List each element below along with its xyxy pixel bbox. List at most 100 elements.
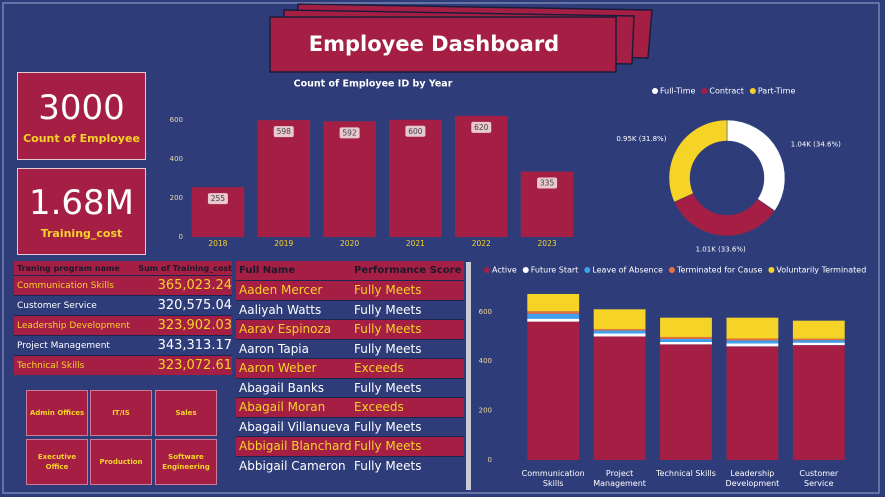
filter-button[interactable]: Software Engineering [155, 439, 217, 485]
bar-segment [660, 344, 712, 460]
bar-segment [726, 338, 779, 341]
data-label: 0.95K (31.8%) [616, 135, 666, 143]
table-row: Abagail Banks Fully Meets [236, 377, 464, 397]
x-tick-label: 2022 [472, 239, 491, 248]
legend-label: Leave of Absence [592, 266, 663, 275]
full-name: Aaron Weber [239, 361, 317, 376]
column-header: Traning program name [17, 263, 120, 273]
full-name: Aaron Tapia [239, 341, 309, 356]
legend-swatch [584, 267, 591, 273]
banner [269, 16, 617, 73]
bar-segment [527, 293, 580, 312]
data-label-bg [339, 127, 360, 139]
donut-slice [668, 119, 728, 203]
x-tick-label: Project Management [593, 469, 646, 488]
bar [454, 115, 508, 237]
legend-swatch [652, 88, 658, 94]
legend-label: Voluntarily Terminated [776, 266, 866, 275]
legend-swatch [701, 88, 708, 94]
bar-segment [593, 329, 646, 331]
filter-button[interactable]: IT/IS [90, 390, 152, 436]
filter-button[interactable]: Production [90, 439, 152, 485]
legend-swatch [522, 267, 529, 273]
table-header: Traning program name Sum of Training_cost [14, 261, 232, 275]
filter-button[interactable]: Executive Office [26, 439, 88, 485]
bar-segment [527, 311, 580, 314]
table-row: Communication Skills 365,023.24 [14, 275, 232, 295]
y-tick-label: 400 [479, 357, 492, 365]
legend-label: Part-Time [758, 87, 796, 96]
legend-label: Full-Time [660, 87, 695, 96]
table-row: Abbigail Blanchard Fully Meets [236, 436, 464, 456]
data-label: 600 [408, 127, 423, 136]
kpi-value: 1.68M [28, 183, 135, 223]
table-row: Aaron Tapia Fully Meets [236, 338, 464, 358]
full-name: Abagail Villanueva [239, 419, 350, 434]
bar-segment [660, 317, 712, 337]
x-tick-label: 2020 [340, 239, 359, 248]
bar-segment [593, 333, 646, 337]
legend-label: Active [492, 266, 517, 275]
x-tick-label: Customer Service [799, 469, 839, 488]
data-label: 620 [474, 123, 489, 132]
table-row: Leadership Development 323,902.03 [14, 315, 232, 335]
program-name: Technical Skills [17, 360, 85, 371]
table-row: Customer Service 320,575.04 [14, 295, 232, 315]
data-label: 1.01K (33.6%) [696, 246, 746, 254]
legend-swatch [768, 267, 775, 273]
bar [389, 119, 442, 237]
x-tick-label: Leadership Development [725, 469, 780, 488]
legend-label: Terminated for Cause [676, 266, 763, 275]
program-name: Leadership Development [17, 320, 130, 331]
legend-swatch [749, 88, 756, 94]
bar-segment [660, 336, 712, 339]
y-tick-label: 0 [488, 456, 492, 464]
table-row: Abagail Moran Exceeds [236, 397, 464, 417]
scrollbar[interactable] [466, 262, 471, 490]
kpi-card: 3000 Count of Employee [17, 72, 146, 160]
filter-button[interactable]: Admin Offices [26, 390, 88, 436]
training-cost: 323,902.03 [157, 318, 232, 333]
data-label: 598 [277, 127, 292, 136]
program-name: Communication Skills [17, 280, 114, 291]
training-cost: 320,575.04 [157, 298, 232, 313]
filter-button[interactable]: Sales [155, 390, 217, 436]
bar-segment [792, 345, 845, 460]
bar-segment [593, 336, 646, 460]
full-name: Abbigail Blanchard [239, 439, 352, 454]
y-tick-label: 600 [170, 116, 183, 124]
performance-score: Fully Meets [354, 302, 422, 317]
table-row: Aaliyah Watts Fully Meets [236, 299, 464, 319]
chart-title: Count of Employee ID by Year [294, 79, 453, 90]
performance-score: Exceeds [354, 400, 404, 415]
x-tick-label: Communication Skills [521, 469, 585, 488]
bar-segment [660, 338, 712, 342]
performance-score: Fully Meets [354, 322, 422, 337]
x-tick-label: 2019 [274, 239, 293, 248]
full-name: Abagail Moran [239, 400, 326, 415]
bar-segment [660, 341, 712, 345]
table-row: Aaden Mercer Fully Meets [236, 280, 464, 300]
kpi-label: Count of Employee [23, 131, 140, 145]
table-header: Full Name Performance Score [236, 261, 464, 280]
training-table: Traning program name Sum of Training_cost… [14, 261, 232, 375]
data-label-bg [471, 121, 492, 133]
legend-swatch [484, 267, 490, 273]
table-row: Abagail Villanueva Fully Meets [236, 416, 464, 436]
x-tick-label: Technical Skills [656, 469, 716, 478]
bar-segment [792, 342, 845, 346]
y-tick-label: 200 [170, 194, 183, 202]
bar-segment [593, 309, 646, 330]
y-tick-label: 0 [179, 233, 183, 241]
table-row: Abbigail Cameron Fully Meets [236, 455, 464, 475]
bar-segment [726, 317, 779, 339]
bar-segment [792, 340, 845, 343]
table-row: Aaron Weber Exceeds [236, 358, 464, 378]
training-cost: 365,023.24 [157, 278, 232, 293]
performance-score: Fully Meets [354, 439, 422, 454]
bar-segment [726, 343, 779, 347]
kpi-value: 3000 [38, 87, 125, 128]
full-name: Aaden Mercer [239, 283, 323, 298]
